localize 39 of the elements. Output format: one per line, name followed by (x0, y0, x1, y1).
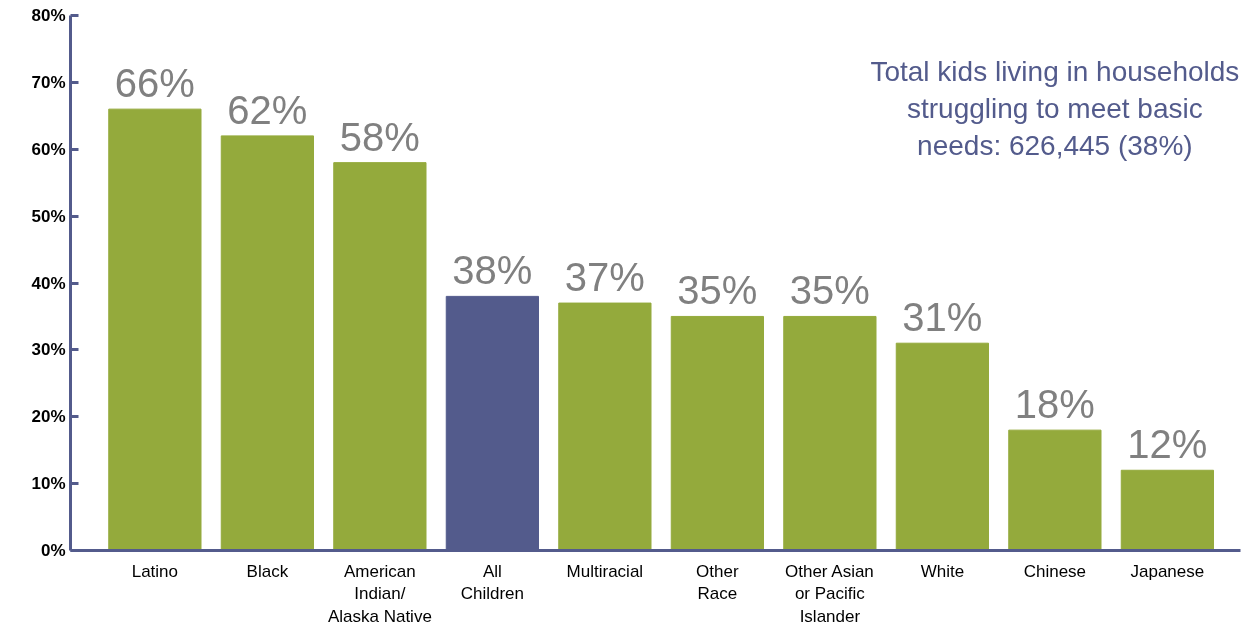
x-tick-label: White (920, 561, 965, 581)
bar (1008, 429, 1102, 551)
x-tick-label: American Indian/ Alaska Native (327, 561, 432, 627)
x-tick-label: Chinese (1023, 561, 1087, 581)
x-tick-label: Other Asian or Pacific Islander (784, 561, 874, 627)
data-label: 62% (227, 87, 308, 132)
data-label: 38% (452, 248, 533, 293)
y-tick-label: 20% (31, 407, 66, 427)
bar (558, 302, 652, 551)
bar (333, 162, 427, 551)
bar (108, 108, 202, 551)
x-tick-label: All Children (460, 561, 525, 604)
y-tick-label: 50% (31, 206, 66, 226)
y-tick-label: 80% (31, 6, 66, 25)
bar (220, 135, 314, 551)
data-label: 35% (677, 268, 758, 313)
x-tick-label: Black (246, 561, 289, 581)
data-label: 18% (1014, 382, 1095, 427)
y-tick-label: 10% (31, 474, 66, 494)
bar (670, 315, 764, 551)
bar (895, 342, 989, 551)
bar (783, 315, 877, 551)
data-label: 12% (1127, 422, 1208, 467)
annotation: Total kids living in households struggling to meet basic needs: 626,445 (38%) (870, 55, 1240, 162)
data-label: 35% (789, 268, 870, 313)
y-tick-label: 40% (31, 273, 66, 293)
data-label: 31% (902, 295, 983, 340)
data-label: 58% (339, 114, 420, 159)
x-tick-label: Other Race (696, 561, 739, 604)
x-tick-label: Multiracial (566, 561, 644, 581)
x-tick-label: Latino (131, 561, 179, 581)
y-tick-label: 30% (31, 340, 66, 360)
data-label: 37% (564, 255, 645, 300)
y-tick-label: 60% (31, 139, 66, 159)
y-tick-label: 0% (40, 541, 66, 560)
y-tick-label: 70% (31, 72, 66, 92)
x-tick-label: Japanese (1130, 561, 1205, 581)
data-label: 66% (114, 61, 195, 106)
bar (1120, 469, 1214, 551)
